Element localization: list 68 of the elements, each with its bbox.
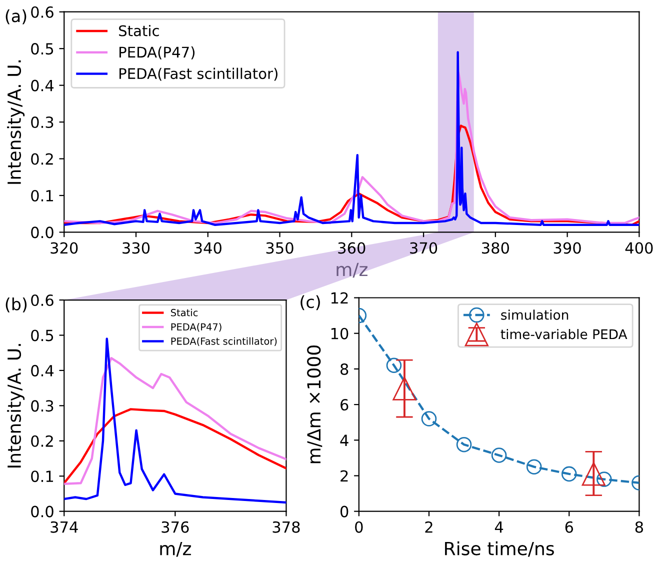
y-axis-title: Intensity/A. U. xyxy=(7,344,25,468)
y-tick-label: 0.2 xyxy=(31,435,53,447)
legend-label: time-variable PEDA xyxy=(500,328,628,340)
line-series xyxy=(64,124,640,226)
point xyxy=(386,358,402,374)
text: (b) xyxy=(6,298,27,312)
x-tick-label: 320 xyxy=(50,242,78,254)
y-tick-label: 0.2 xyxy=(31,153,53,165)
y-tick-label: 0.6 xyxy=(31,6,54,18)
text: (c) xyxy=(300,295,320,310)
x-axis-title: Rise time/ns xyxy=(445,541,554,557)
legend-label: PEDA(P47) xyxy=(120,46,195,60)
y-tick-label: 0 xyxy=(340,506,348,518)
x-tick-label: 360 xyxy=(338,242,366,254)
y-tick-label: 0.4 xyxy=(31,364,54,376)
y-tick-label: 0.3 xyxy=(31,116,54,128)
y-axis-title: m/Δm ×1000 xyxy=(307,346,322,464)
x-tick-label: 350 xyxy=(266,242,294,254)
legend-label: PEDA(Fast scintillator) xyxy=(171,337,277,346)
x-tick-label: 8 xyxy=(635,521,643,533)
x-tick-label: 380 xyxy=(482,242,509,254)
point xyxy=(561,466,577,482)
legend-label: PEDA(Fast scintillator) xyxy=(120,68,278,81)
x-axis-title: m/z xyxy=(336,262,368,278)
x-tick-label: 370 xyxy=(410,242,438,254)
point xyxy=(491,448,507,463)
x-tick-label: 330 xyxy=(122,242,150,254)
point xyxy=(596,472,612,487)
line-series xyxy=(64,357,286,485)
x-tick-label: 4 xyxy=(494,522,504,533)
x-tick-label: 374 xyxy=(50,521,78,533)
point xyxy=(421,411,437,426)
point xyxy=(526,459,542,474)
y-tick-label: 10 xyxy=(331,328,348,340)
y-tick-label: 0.3 xyxy=(31,400,54,412)
legend-label: Static xyxy=(171,308,198,316)
line-series xyxy=(64,408,286,484)
y-tick-label: 4 xyxy=(340,434,348,446)
y-tick-label: 0.5 xyxy=(31,43,54,55)
x-tick-label: 340 xyxy=(194,242,222,254)
legend-label: PEDA(P47) xyxy=(171,323,222,332)
x-tick-label: 376 xyxy=(162,521,189,533)
y-tick-label: 0.6 xyxy=(31,294,54,306)
y-tick-label: 6 xyxy=(340,399,348,411)
point xyxy=(392,376,416,400)
y-tick-label: 0.0 xyxy=(31,506,54,518)
line-series xyxy=(64,338,286,504)
point xyxy=(582,462,606,486)
y-axis-title: Intensity/A. U. xyxy=(7,60,25,184)
legend-label: Static xyxy=(119,24,159,36)
legend-label: simulation xyxy=(501,310,568,320)
x-axis-title: m/z xyxy=(160,542,191,557)
point xyxy=(456,436,472,452)
y-tick-label: 0.5 xyxy=(31,330,54,342)
x-tick-label: 390 xyxy=(554,242,581,254)
y-tick-label: 0.1 xyxy=(31,190,53,202)
x-tick-label: 400 xyxy=(625,242,653,254)
y-tick-label: 0.1 xyxy=(31,470,53,482)
y-tick-label: 0.4 xyxy=(31,80,54,92)
y-tick-label: 8 xyxy=(340,363,348,375)
x-tick-label: 0 xyxy=(355,521,363,533)
text: (a) xyxy=(6,9,26,24)
y-tick-label: 2 xyxy=(340,470,348,482)
x-tick-label: 378 xyxy=(272,521,300,533)
x-tick-label: 6 xyxy=(565,521,574,533)
y-tick-label: 0.0 xyxy=(31,226,54,238)
x-tick-label: 2 xyxy=(425,521,432,533)
y-tick-label: 12 xyxy=(331,292,348,304)
